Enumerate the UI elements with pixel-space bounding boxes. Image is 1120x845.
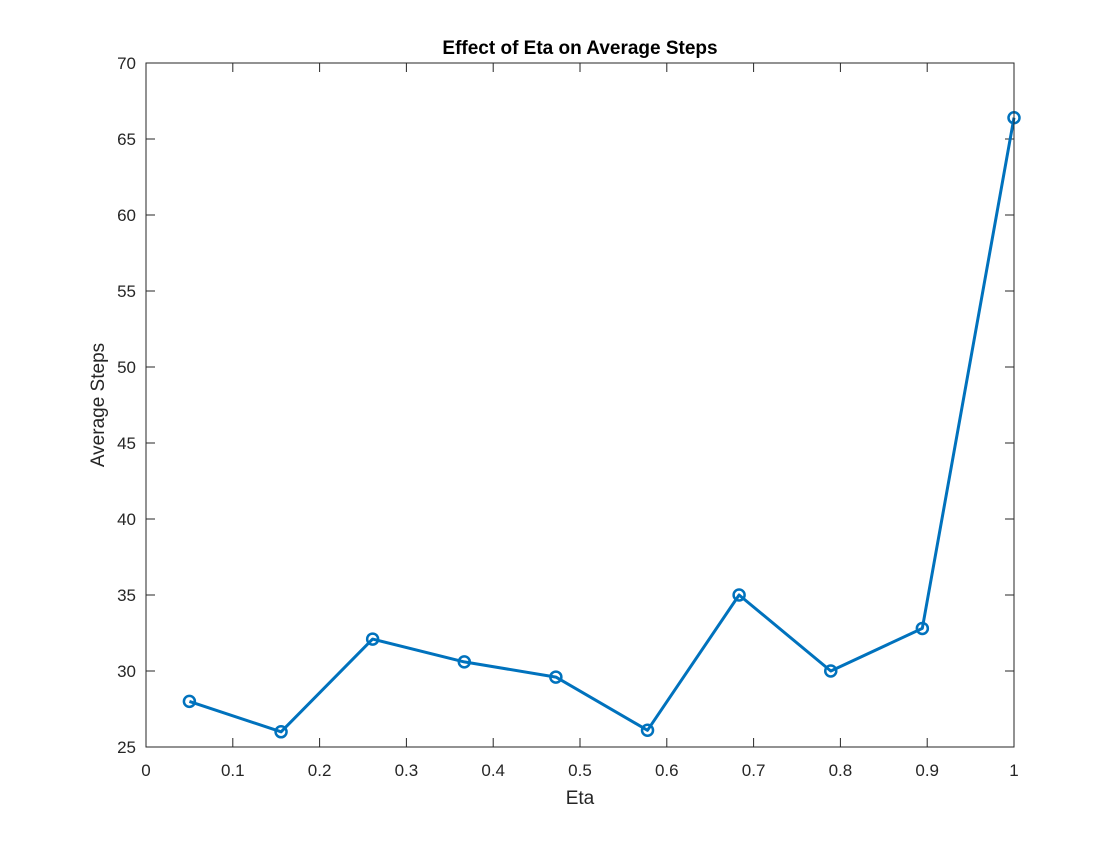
data-point xyxy=(824,664,838,678)
x-tick-label: 0.5 xyxy=(568,761,592,780)
x-tick-label: 0.6 xyxy=(655,761,679,780)
x-tick-label: 0.1 xyxy=(221,761,245,780)
y-tick-label: 55 xyxy=(117,282,136,301)
y-tick-label: 60 xyxy=(117,206,136,225)
y-axis-label: Average Steps xyxy=(88,343,109,467)
x-axis-label: Eta xyxy=(566,788,595,809)
x-tick-label: 0.9 xyxy=(915,761,939,780)
data-point xyxy=(274,725,288,739)
x-tick-label: 0.2 xyxy=(308,761,332,780)
plot-area xyxy=(146,63,1014,747)
y-tick-label: 50 xyxy=(117,358,136,377)
y-tick-label: 65 xyxy=(117,130,136,149)
x-tick-label: 0 xyxy=(141,761,150,780)
data-point xyxy=(182,694,197,709)
axes-box xyxy=(145,62,1015,748)
chart-title: Effect of Eta on Average Steps xyxy=(442,38,717,59)
y-tick-label: 35 xyxy=(117,586,136,605)
ticks-layer: 0 0.1 0.2 0.3 0.4 0.5 0.6 0.7 0.8 0.9 1 25 30 35 40 45 5… xyxy=(117,54,1019,780)
data-point xyxy=(640,723,655,738)
y-tick-label: 45 xyxy=(117,434,136,453)
y-tick-label: 25 xyxy=(117,738,136,757)
data-point xyxy=(732,588,746,602)
y-tick-label: 30 xyxy=(117,662,136,681)
data-point xyxy=(365,632,380,646)
series-layer xyxy=(182,110,1021,739)
x-tick-label: 0.3 xyxy=(395,761,419,780)
series-line xyxy=(188,117,1016,734)
x-tick-label: 0.8 xyxy=(829,761,853,780)
data-point xyxy=(549,670,563,684)
data-point xyxy=(457,655,472,669)
x-tick-label: 0.4 xyxy=(481,761,505,780)
y-tick-label: 40 xyxy=(117,510,136,529)
x-tick-label: 1 xyxy=(1009,761,1018,780)
x-tick-label: 0.7 xyxy=(742,761,766,780)
data-point xyxy=(915,621,930,636)
y-tick-label: 70 xyxy=(117,54,136,73)
